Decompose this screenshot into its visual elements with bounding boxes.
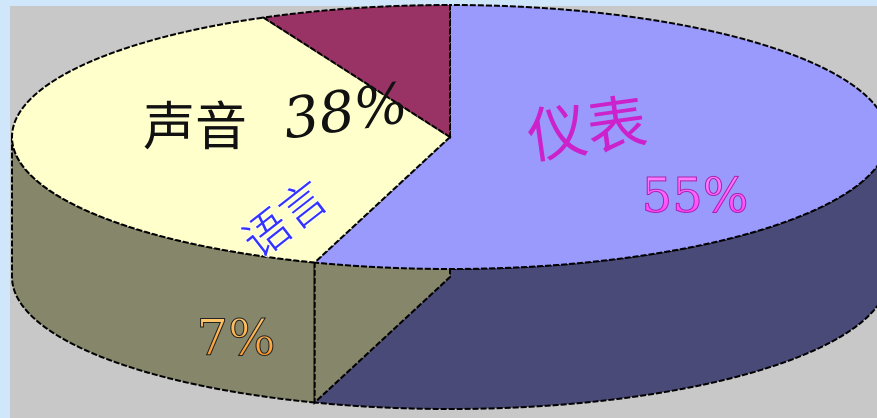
slice-value-3: 7% [196,309,275,367]
slice-label-1: 仪表 [523,87,652,173]
pie-side-2 [11,137,316,404]
slice-value-1: 55% [642,168,749,224]
slice-label-2: 声音 [143,98,247,158]
pie-slice-2 [11,16,452,264]
pie-slice-1 [312,3,877,270]
pie-slice-3 [260,3,451,139]
